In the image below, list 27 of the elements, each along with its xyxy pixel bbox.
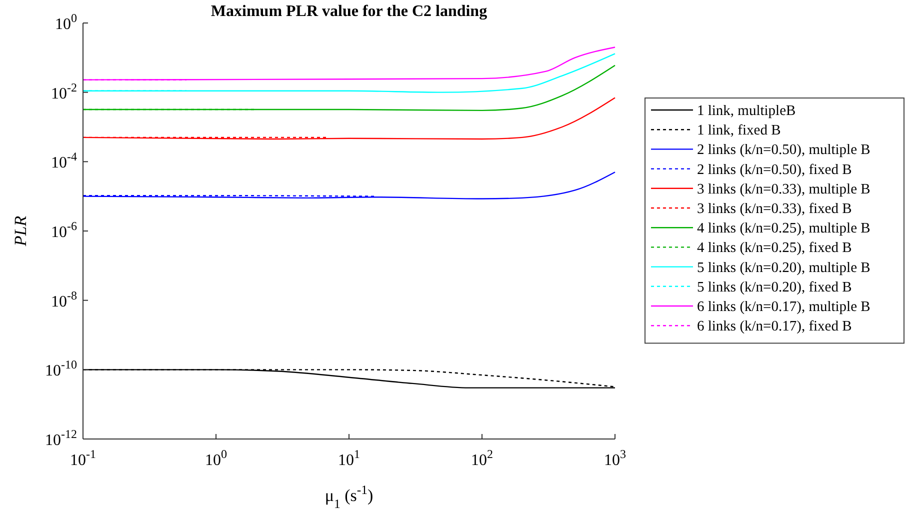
y-tick-label: 10$^{-4}$ (51, 150, 77, 172)
x-tick-label: 10$^{2}$ (471, 447, 493, 469)
y-tick-label: 10$^{-6}$ (51, 219, 77, 241)
chart-title: Maximum PLR value for the C2 landing (210, 3, 488, 20)
legend-label: 3 links (k/n=0.33), fixed B (697, 201, 852, 217)
y-tick-label: 10$^{-10}$ (45, 358, 77, 380)
legend-label: 5 links (k/n=0.20), multiple B (697, 260, 870, 276)
y-tick-label: 10$^{-8}$ (51, 288, 77, 310)
y-tick-label: 10$^{-2}$ (51, 80, 77, 102)
x-tick-label: 10$^{0}$ (205, 447, 227, 469)
legend-label: 2 links (k/n=0.50), fixed B (697, 162, 852, 178)
legend-label: 3 links (k/n=0.33), multiple B (697, 181, 870, 198)
legend-label: 6 links (k/n=0.17), multiple B (697, 299, 870, 315)
legend-label: 5 links (k/n=0.20), fixed B (697, 279, 852, 296)
legend-label: 6 links (k/n=0.17), fixed B (697, 318, 852, 335)
legend-label: 2 links (k/n=0.50), multiple B (697, 142, 870, 158)
y-axis-title: PLR (11, 215, 30, 248)
x-tick-label: 10$^{1}$ (338, 447, 360, 469)
legend-label: 1 link, multipleB (697, 103, 796, 119)
legend-label: 4 links (k/n=0.25), multiple B (697, 220, 870, 237)
legend-label: 1 link, fixed B (697, 122, 781, 139)
y-tick-label: 10$^{-12}$ (45, 427, 77, 449)
x-tick-label: 10$^{-1}$ (70, 447, 96, 469)
y-tick-label: 10$^{0}$ (55, 11, 77, 33)
x-tick-label: 10$^{3}$ (604, 447, 626, 469)
legend-label: 4 links (k/n=0.25), fixed B (697, 240, 852, 256)
x-axis-title: μ$_{1}$ (s$^{-1}$) (324, 483, 374, 511)
